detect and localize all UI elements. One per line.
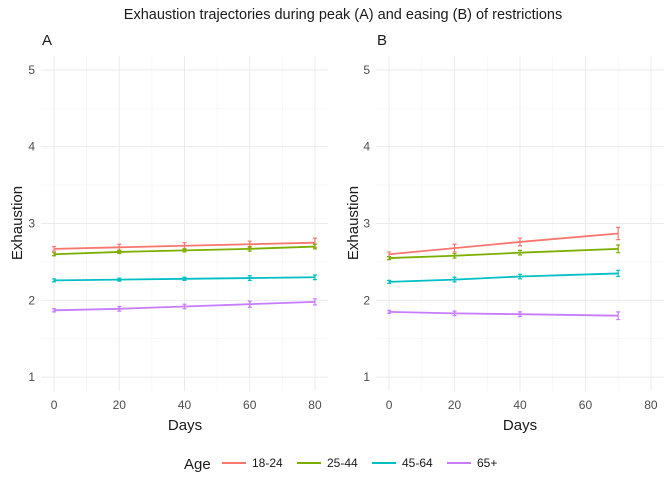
panel-a-ytick-label: 4: [28, 140, 35, 154]
panel-b-error-bar-65: [616, 311, 621, 321]
panel-b-xtick-label: 20: [448, 398, 462, 412]
panel-a-ytick-label: 1: [28, 370, 35, 384]
panel-a-ytick-label: 5: [28, 63, 35, 77]
panel-b-label: B: [377, 32, 387, 49]
panel-a-error-bar-45-64: [52, 278, 57, 283]
panel-a-ylabel: Exhaustion: [9, 186, 26, 260]
panel-a-error-bar-45-64: [117, 277, 122, 282]
panel-b-xtick-label: 0: [386, 398, 393, 412]
panel-b-ytick-label: 5: [363, 63, 370, 77]
panel-a-error-bar-25-44: [117, 249, 122, 255]
panel-b-error-bar-45-64: [616, 269, 621, 278]
panel-a-plot-area: 0 20 40 60 80 1 2 3 4 5: [28, 56, 328, 412]
panel-a: 0 20 40 60 80 1 2 3 4 5 A Exhaustion Days: [9, 32, 328, 434]
panel-b-ytick-label: 1: [363, 370, 370, 384]
panel-b-xtick-label: 40: [513, 398, 527, 412]
panel-b-ytick-label: 3: [363, 217, 370, 231]
panel-a-xtick-label: 80: [308, 398, 322, 412]
panel-a-error-bar-45-64: [312, 274, 317, 281]
panel-b-xtick-label: 60: [579, 398, 593, 412]
panel-b-error-bar-18-24: [616, 226, 621, 241]
panel-b-xtick-label: 80: [644, 398, 658, 412]
panel-b-error-bar-25-44: [518, 249, 522, 256]
legend: Age 18-24 25-44 45-64 65+: [184, 456, 497, 473]
panel-b-ylabel: Exhaustion: [345, 186, 362, 260]
panel-b-series-line-18-24: [389, 232, 619, 256]
panel-a-error-bar-45-64: [247, 275, 252, 281]
panel-b-error-bar-18-24: [518, 237, 522, 247]
panel-a-error-bar-65: [182, 303, 187, 310]
panel-b-series-line-45-64: [389, 272, 619, 283]
panel-a-xtick-label: 20: [113, 398, 127, 412]
legend-item-label: 25-44: [327, 456, 358, 470]
panel-a-xtick-label: 0: [51, 398, 58, 412]
panel-a-error-bar-65: [312, 298, 317, 306]
panel-b-error-bar-45-64: [452, 276, 457, 283]
panel-a-ytick-label: 2: [28, 293, 35, 307]
panel-a-error-bar-18-24: [52, 245, 57, 252]
panel-a-error-bar-25-44: [247, 245, 252, 252]
panel-a-error-bar-65: [117, 305, 122, 312]
panel-b-error-bar-25-44: [387, 255, 392, 261]
panel-b-error-bar-65: [387, 309, 392, 314]
legend-title: Age: [184, 456, 211, 473]
chart-title: Exhaustion trajectories during peak (A) …: [124, 7, 562, 23]
panel-b-error-bar-65: [452, 310, 457, 317]
panel-b-series-line-25-44: [389, 247, 619, 259]
panel-b-xlabel: Days: [503, 417, 537, 434]
panel-a-error-bar-45-64: [182, 276, 187, 281]
panel-a-xlabel: Days: [168, 417, 202, 434]
panel-a-error-bar-25-44: [52, 252, 57, 257]
panel-a-ytick-label: 3: [28, 217, 35, 231]
panel-a-error-bar-25-44: [312, 243, 317, 250]
panel-b-plot-area: 0 20 40 60 80 1 2 3 4 5: [363, 56, 664, 412]
panel-a-label: A: [42, 32, 52, 49]
legend-item-label: 45-64: [402, 456, 433, 470]
panel-a-error-bar-65: [52, 308, 57, 313]
panel-b-error-bar-45-64: [518, 273, 522, 280]
legend-item-label: 65+: [477, 456, 497, 470]
panel-b-error-bar-25-44: [452, 252, 457, 259]
legend-items: 18-24 25-44 45-64 65+: [222, 456, 497, 470]
panel-a-xtick-label: 40: [178, 398, 192, 412]
panel-b-error-bar-65: [518, 311, 522, 318]
panel-b-error-bar-18-24: [452, 243, 457, 253]
panel-b-error-bar-45-64: [387, 279, 392, 285]
panel-a-error-bar-25-44: [182, 248, 187, 253]
panel-b-error-bar-25-44: [616, 244, 621, 254]
legend-item-label: 18-24: [252, 456, 283, 470]
panel-a-error-bar-65: [247, 300, 252, 308]
panel-b-ytick-label: 2: [363, 293, 370, 307]
panel-b-ytick-label: 4: [363, 140, 370, 154]
panel-b: 0 20 40 60 80 1 2 3 4 5 B Exhaustion Days: [345, 32, 664, 434]
panel-a-xtick-label: 60: [243, 398, 257, 412]
panel-b-series-line-65: [389, 310, 619, 317]
